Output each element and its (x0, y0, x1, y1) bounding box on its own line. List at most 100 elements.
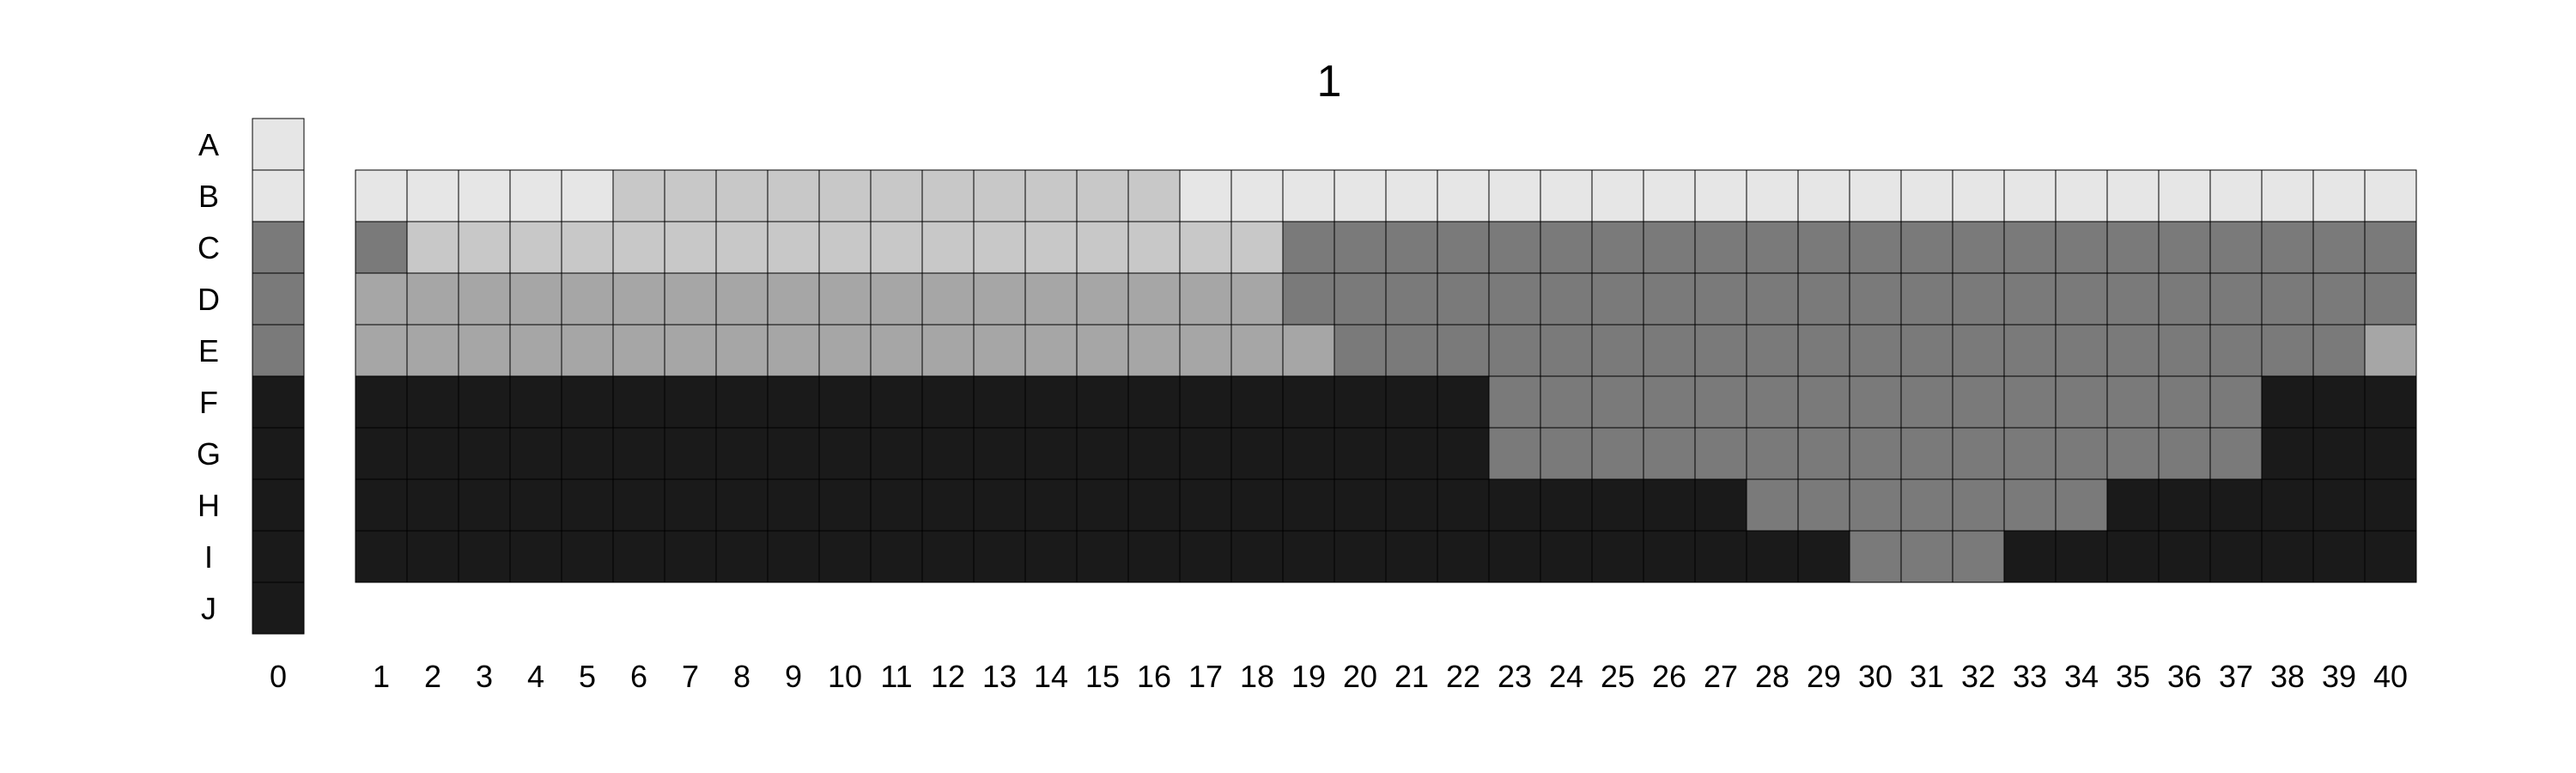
cell-B-39 (2312, 169, 2366, 222)
cell-D-29 (1797, 272, 1850, 326)
cell-G-13 (973, 427, 1026, 480)
cell-C-36 (2158, 221, 2211, 274)
column-label-37: 37 (2219, 659, 2253, 694)
cell-C-34 (2055, 221, 2108, 274)
column-label-30: 30 (1858, 659, 1893, 694)
cell-D-20 (1334, 272, 1387, 326)
cell-G-18 (1230, 427, 1284, 480)
cell-I-1 (355, 530, 408, 583)
cell-H-22 (1437, 478, 1490, 532)
cell-G-34 (2055, 427, 2108, 480)
cell-H-36 (2158, 478, 2211, 532)
cell-D-23 (1488, 272, 1541, 326)
cell-I-14 (1024, 530, 1078, 583)
cell-C-33 (2003, 221, 2057, 274)
cell-C-5 (561, 221, 614, 274)
cell-H-32 (1952, 478, 2005, 532)
cell-I-11 (870, 530, 923, 583)
cell-H-6 (612, 478, 665, 532)
cell-B-35 (2106, 169, 2160, 222)
cell-D-38 (2261, 272, 2314, 326)
cell-G-22 (1437, 427, 1490, 480)
cell-I-40 (2364, 530, 2417, 583)
column-label-14: 14 (1034, 659, 1068, 694)
cell-H-2 (406, 478, 459, 532)
cell-F-22 (1437, 375, 1490, 429)
cell-C-18 (1230, 221, 1284, 274)
cell-H-38 (2261, 478, 2314, 532)
column-label-6: 6 (630, 659, 647, 694)
cell-G-32 (1952, 427, 2005, 480)
column-label-0: 0 (270, 659, 287, 694)
cell-C-22 (1437, 221, 1490, 274)
column-label-5: 5 (579, 659, 596, 694)
cell-E-16 (1127, 324, 1181, 377)
cell-D-3 (458, 272, 511, 326)
cell-G-1 (355, 427, 408, 480)
cell-F-37 (2209, 375, 2263, 429)
cell-G-8 (715, 427, 769, 480)
cell-I-10 (818, 530, 872, 583)
row-label-D: D (197, 282, 220, 317)
cell-I-28 (1746, 530, 1799, 583)
cell-H-25 (1591, 478, 1644, 532)
cell-H-30 (1849, 478, 1902, 532)
cell-I-30 (1849, 530, 1902, 583)
cell-C-28 (1746, 221, 1799, 274)
cell-D-17 (1179, 272, 1232, 326)
cell-F-30 (1849, 375, 1902, 429)
cell-G-11 (870, 427, 923, 480)
column-label-17: 17 (1188, 659, 1223, 694)
cell-C-35 (2106, 221, 2160, 274)
cell-D-6 (612, 272, 665, 326)
cell-I-9 (767, 530, 820, 583)
cell-E-5 (561, 324, 614, 377)
cell-I-20 (1334, 530, 1387, 583)
cell-I-25 (1591, 530, 1644, 583)
cell-B-8 (715, 169, 769, 222)
cell-B-40 (2364, 169, 2417, 222)
cell-D-13 (973, 272, 1026, 326)
cell-E-31 (1900, 324, 1953, 377)
cell-G-23 (1488, 427, 1541, 480)
column-label-16: 16 (1137, 659, 1171, 694)
column-label-39: 39 (2322, 659, 2356, 694)
cell-I-16 (1127, 530, 1181, 583)
column-label-3: 3 (476, 659, 493, 694)
cell-D-30 (1849, 272, 1902, 326)
cell-I-38 (2261, 530, 2314, 583)
cell-G-6 (612, 427, 665, 480)
ref-cell-I (252, 530, 305, 583)
cell-H-16 (1127, 478, 1181, 532)
cell-E-8 (715, 324, 769, 377)
cell-D-11 (870, 272, 923, 326)
column-label-18: 18 (1240, 659, 1274, 694)
cell-G-39 (2312, 427, 2366, 480)
cell-C-2 (406, 221, 459, 274)
cell-I-8 (715, 530, 769, 583)
cell-D-8 (715, 272, 769, 326)
cell-B-23 (1488, 169, 1541, 222)
cell-I-12 (921, 530, 975, 583)
cell-D-28 (1746, 272, 1799, 326)
cell-G-33 (2003, 427, 2057, 480)
cell-D-24 (1540, 272, 1593, 326)
cell-D-39 (2312, 272, 2366, 326)
cell-B-38 (2261, 169, 2314, 222)
cell-G-30 (1849, 427, 1902, 480)
cell-C-21 (1385, 221, 1438, 274)
column-label-1: 1 (373, 659, 390, 694)
column-label-27: 27 (1704, 659, 1738, 694)
cell-H-27 (1694, 478, 1747, 532)
cell-E-6 (612, 324, 665, 377)
column-label-13: 13 (982, 659, 1017, 694)
cell-F-9 (767, 375, 820, 429)
column-label-23: 23 (1498, 659, 1532, 694)
cell-G-37 (2209, 427, 2263, 480)
cell-H-7 (664, 478, 717, 532)
cell-C-30 (1849, 221, 1902, 274)
cell-I-17 (1179, 530, 1232, 583)
cell-C-17 (1179, 221, 1232, 274)
cell-H-29 (1797, 478, 1850, 532)
cell-H-19 (1282, 478, 1335, 532)
